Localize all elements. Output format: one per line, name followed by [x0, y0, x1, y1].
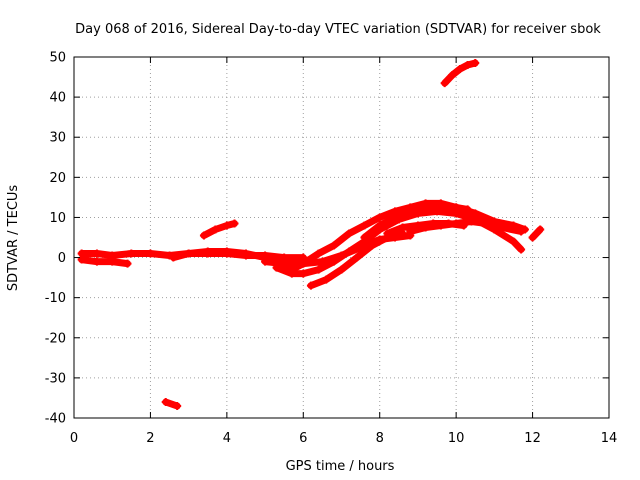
- x-tick-label: 12: [524, 431, 541, 446]
- x-tick-label: 4: [223, 431, 231, 446]
- data-point: [314, 265, 323, 274]
- data-point: [241, 249, 250, 258]
- data-point: [203, 247, 212, 256]
- data-point: [123, 259, 132, 268]
- y-tick-label: 50: [49, 51, 66, 66]
- data-point: [299, 269, 308, 278]
- data-point: [299, 259, 308, 268]
- y-tick-label: -40: [45, 412, 66, 427]
- series-track-2: [78, 256, 131, 268]
- data-point: [173, 401, 182, 410]
- data-point: [222, 247, 231, 256]
- data-point: [383, 229, 392, 238]
- data-point: [406, 207, 415, 216]
- data-point: [517, 227, 526, 236]
- data-point: [345, 229, 354, 238]
- y-tick-label: -10: [45, 291, 66, 306]
- data-point: [92, 249, 101, 258]
- data-point: [306, 281, 315, 290]
- data-point: [440, 79, 449, 88]
- data-point: [337, 265, 346, 274]
- data-point: [509, 237, 518, 246]
- y-tick-label: 30: [49, 131, 66, 146]
- data-point: [391, 213, 399, 222]
- data-point: [329, 241, 338, 250]
- x-tick-label: 10: [448, 431, 465, 446]
- data-point: [222, 221, 231, 230]
- data-point: [452, 203, 461, 212]
- data-point: [436, 203, 445, 212]
- data-point: [444, 219, 453, 228]
- data-point: [413, 221, 422, 230]
- data-point: [498, 223, 506, 232]
- y-axis-label: SDTVAR / TECUs: [6, 185, 21, 292]
- data-point: [471, 59, 480, 68]
- data-point: [161, 397, 170, 406]
- x-tick-label: 0: [70, 431, 78, 446]
- data-point: [318, 257, 327, 266]
- data-point: [517, 245, 526, 254]
- data-point: [127, 249, 136, 258]
- data-series: [77, 59, 545, 410]
- plot-frame: [73, 56, 610, 419]
- data-point: [448, 71, 457, 80]
- data-point: [108, 257, 117, 266]
- x-tick-label: 6: [299, 431, 307, 446]
- x-tick-label: 8: [376, 431, 384, 446]
- data-point: [211, 225, 220, 234]
- y-tick-label: 20: [49, 171, 66, 186]
- data-point: [459, 221, 468, 230]
- data-point: [360, 221, 369, 230]
- data-point: [482, 219, 491, 228]
- chart-title: Day 068 of 2016, Sidereal Day-to-day VTE…: [75, 22, 601, 37]
- data-point: [287, 269, 296, 278]
- data-point: [146, 249, 155, 258]
- y-tick-label: -20: [45, 331, 66, 346]
- data-point: [536, 225, 545, 234]
- y-tick-label: 40: [49, 91, 66, 106]
- data-point: [455, 65, 464, 74]
- data-point: [352, 253, 361, 262]
- data-point: [429, 219, 438, 228]
- data-point: [375, 221, 384, 230]
- data-point: [360, 233, 369, 242]
- data-point: [199, 231, 208, 240]
- data-point: [261, 257, 270, 266]
- data-point: [463, 61, 472, 70]
- data-point: [169, 253, 178, 262]
- axis-ticks: 0 2 4 6 8 10 12 14 -40 -30 -20 -10 0 10 20 30 40 50: [45, 51, 618, 447]
- y-tick-label: -30: [45, 371, 66, 386]
- data-point: [314, 249, 323, 258]
- x-tick-label: 2: [146, 431, 154, 446]
- data-point: [322, 275, 331, 284]
- data-point: [463, 205, 472, 214]
- data-point: [337, 251, 346, 260]
- data-point: [375, 213, 384, 222]
- data-point: [368, 241, 377, 250]
- data-point: [184, 249, 193, 258]
- x-axis-label: GPS time / hours: [286, 459, 395, 474]
- data-point: [532, 229, 541, 238]
- data-point: [467, 217, 476, 226]
- data-point: [398, 223, 407, 232]
- y-tick-label: 0: [58, 251, 66, 266]
- x-tick-label: 14: [601, 431, 618, 446]
- data-point: [280, 259, 289, 268]
- data-point: [421, 205, 430, 214]
- y-tick-label: 10: [49, 211, 66, 226]
- data-point: [230, 219, 239, 228]
- data-point: [92, 257, 101, 266]
- data-point: [77, 255, 86, 264]
- data-point: [528, 233, 537, 242]
